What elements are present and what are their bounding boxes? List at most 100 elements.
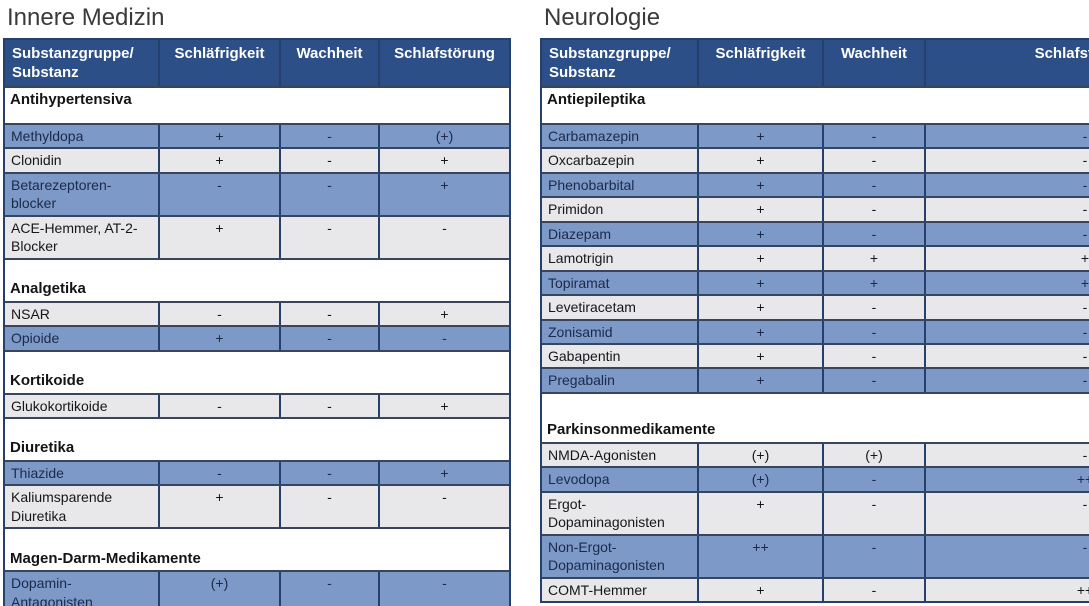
section-label: Antiepileptika (547, 90, 646, 108)
column-header-schlafstoerung: Schlafstörung (924, 39, 1089, 86)
schlafstoerung-value: ++ (924, 468, 1089, 491)
schlaefrigkeit-value: + (158, 327, 279, 350)
substance-label: Gabapentin (548, 348, 621, 365)
schlafstoerung-value: + (378, 302, 509, 326)
substance-label: Levodopa (548, 471, 610, 488)
substance-label: Levetiracetam (548, 299, 636, 316)
schlafstoerung-value: ++ (924, 578, 1089, 602)
schlaefrigkeit-value: + (697, 247, 822, 270)
medication-table: Neurologie Substanzgruppe/ Substanz Schl… (540, 3, 1089, 606)
schlaefrigkeit-value: + (697, 578, 822, 602)
substance-label: COMT-Hemmer (548, 581, 647, 598)
table-row: Glukokortikoide - - + (5, 392, 509, 418)
table-row: Kaliumsparende Diuretika + - - (5, 484, 509, 528)
wachheit-value: - (822, 198, 924, 221)
schlafstoerung-value: - (924, 222, 1089, 246)
schlafstoerung-value: + (924, 247, 1089, 270)
schlaefrigkeit-value: - (158, 394, 279, 418)
column-header-schlaefrigkeit: Schläfrigkeit (697, 39, 822, 86)
column-header-wachheit: Wachheit (822, 39, 924, 86)
table-row: Dopamin-Antagonisten (+) - - (5, 570, 509, 606)
wachheit-value: - (822, 296, 924, 319)
substance-label: Dopamin-Antagonisten (11, 575, 93, 606)
section-row: Diuretika (5, 417, 509, 461)
section-row: Analgetika (5, 257, 509, 301)
section-label: Diuretika (10, 439, 75, 457)
substance-label: NSAR (11, 305, 50, 322)
substance-label: Methyldopa (11, 127, 84, 144)
substance-label: Glukokortikoide (11, 397, 108, 414)
wachheit-value: - (822, 149, 924, 172)
schlaefrigkeit-value: + (697, 149, 822, 172)
substance-label: ACE-Hemmer, AT-2-Blocker (11, 219, 138, 255)
table-row: Thiazide - - + (5, 460, 509, 485)
table-row: Gabapentin + - - (542, 343, 1089, 368)
wachheit-value: - (822, 468, 924, 491)
schlafstoerung-value: - (378, 327, 509, 350)
table-row: Oxcarbazepin + - - (542, 147, 1089, 172)
table-row: Levetiracetam + - - (542, 294, 1089, 319)
table-title: Innere Medizin (7, 4, 165, 31)
table-row: NMDA-Agonisten (+) (+) - (542, 441, 1089, 467)
column-header-wachheit: Wachheit (279, 39, 378, 86)
schlafstoerung-value: - (924, 345, 1089, 368)
table-row: Opioide + - - (5, 325, 509, 350)
wachheit-value: - (279, 394, 378, 418)
wachheit-value: + (822, 271, 924, 295)
schlafstoerung-value: - (924, 369, 1089, 392)
wachheit-value: - (822, 173, 924, 197)
table-row: Clonidin + - + (5, 147, 509, 172)
wachheit-value: - (822, 369, 924, 392)
schlaefrigkeit-value: (+) (697, 443, 822, 467)
table-row: Phenobarbital + - - (542, 171, 1089, 197)
wachheit-value: - (822, 222, 924, 246)
column-header-schlaefrigkeit: Schläfrigkeit (158, 39, 279, 86)
schlaefrigkeit-value: + (697, 198, 822, 221)
column-header-substanzgruppe: Substanzgruppe/ Substanz (12, 44, 134, 82)
section-label: Magen-Darm-Medikamente (10, 549, 201, 567)
schlaefrigkeit-value: - (158, 173, 279, 215)
wachheit-value: - (822, 492, 924, 534)
table-row: Non-Ergot-Dopaminagonisten ++ - - (542, 533, 1089, 577)
substance-label: Opioide (11, 330, 60, 347)
table-row: Betarezeptoren-blocker - - + (5, 171, 509, 215)
schlafstoerung-value: + (378, 149, 509, 172)
schlaefrigkeit-value: + (158, 486, 279, 528)
schlafstoerung-value: - (378, 572, 509, 606)
section-row: Antihypertensiva (5, 85, 509, 123)
table-row: COMT-Hemmer + - ++ (542, 576, 1089, 602)
substance-label: Phenobarbital (548, 176, 635, 193)
schlaefrigkeit-value: + (697, 345, 822, 368)
table-body: Antihypertensiva Methyldopa + - (+) Clon… (5, 85, 509, 606)
column-header-substanzgruppe: Substanzgruppe/ Substanz (549, 44, 671, 82)
wachheit-value: (+) (822, 443, 924, 467)
medication-table: Innere Medizin Substanzgruppe/ Substanz … (3, 3, 511, 606)
table-title: Neurologie (544, 4, 661, 31)
schlafstoerung-value: - (924, 124, 1089, 148)
schlafstoerung-value: - (924, 320, 1089, 344)
substance-label: Kaliumsparende Diuretika (11, 489, 113, 524)
wachheit-value: - (279, 572, 378, 606)
schlafstoerung-value: - (924, 198, 1089, 221)
schlaefrigkeit-value: + (697, 492, 822, 534)
schlafstoerung-value: - (924, 492, 1089, 534)
table-row: Zonisamid + - - (542, 318, 1089, 344)
section-row: Parkinsonmedikamente (542, 391, 1089, 442)
table-row: Levodopa (+) - ++ (542, 466, 1089, 491)
schlaefrigkeit-value: + (697, 173, 822, 197)
wachheit-value: - (822, 124, 924, 148)
schlafstoerung-value: - (924, 149, 1089, 172)
schlafstoerung-value: (+) (378, 124, 509, 148)
schlaefrigkeit-value: + (158, 149, 279, 172)
schlafstoerung-value: - (924, 296, 1089, 319)
substance-label: Pregabalin (548, 372, 615, 389)
schlaefrigkeit-value: + (697, 320, 822, 344)
wachheit-value: - (822, 320, 924, 344)
substance-label: Clonidin (11, 152, 62, 169)
substance-label: NMDA-Agonisten (548, 446, 657, 463)
wachheit-value: + (822, 247, 924, 270)
table-row: Pregabalin + - - (542, 367, 1089, 392)
wachheit-value: - (822, 345, 924, 368)
schlafstoerung-value: - (378, 216, 509, 258)
